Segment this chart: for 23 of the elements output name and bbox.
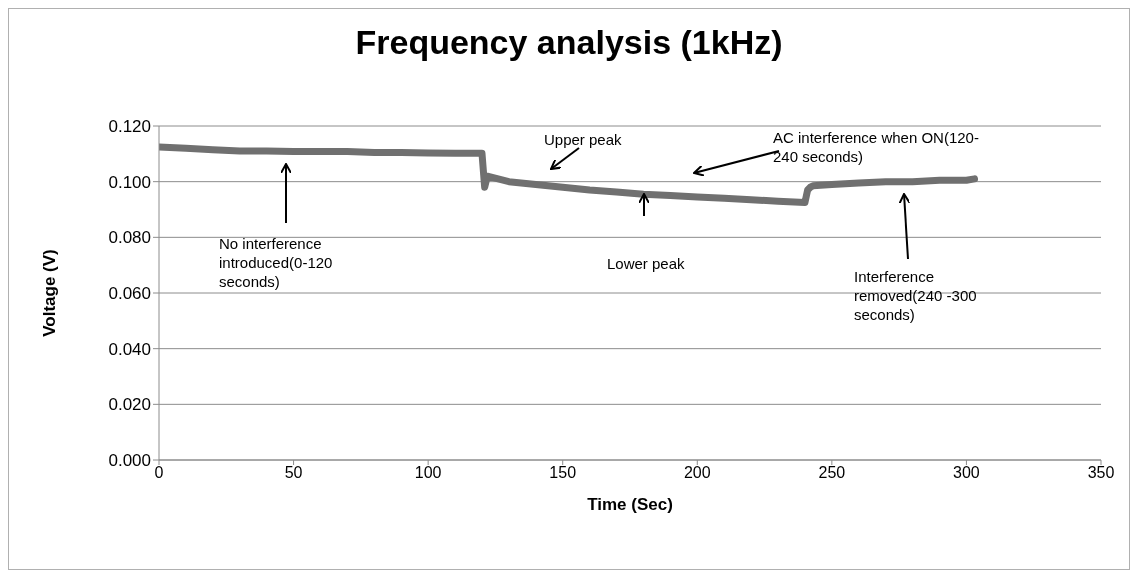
y-tick-label: 0.020 bbox=[108, 395, 151, 415]
y-tick-label: 0.040 bbox=[108, 339, 151, 359]
chart-title: Frequency analysis (1kHz) bbox=[354, 23, 784, 62]
annotation: Lower peak bbox=[607, 254, 686, 273]
x-axis-title: Time (Sec) bbox=[587, 495, 673, 514]
y-tick-label: 0.100 bbox=[108, 172, 151, 192]
annotation: No interference introduced(0-120 seconds) bbox=[219, 234, 334, 291]
y-tick-label: 0.120 bbox=[108, 117, 151, 137]
x-tick-label: 350 bbox=[1087, 464, 1115, 482]
x-tick-label: 200 bbox=[683, 464, 711, 482]
x-tick-label: 50 bbox=[284, 464, 303, 482]
y-tick-label: 0.060 bbox=[108, 284, 151, 304]
x-tick-label: 100 bbox=[414, 464, 442, 482]
y-axis-title: Voltage (V) bbox=[40, 249, 60, 337]
x-tick-label: 250 bbox=[818, 464, 846, 482]
y-tick-label: 0.000 bbox=[108, 451, 151, 471]
y-tick-label: 0.080 bbox=[108, 228, 151, 248]
x-tick-label: 0 bbox=[154, 464, 164, 482]
annotation: Upper peak bbox=[544, 130, 623, 149]
annotation: Interference removed(240 -300 seconds) bbox=[854, 267, 978, 324]
annotation: AC interference when ON(120-240 seconds) bbox=[773, 128, 980, 166]
x-tick-label: 150 bbox=[549, 464, 577, 482]
x-tick-label: 300 bbox=[953, 464, 980, 482]
